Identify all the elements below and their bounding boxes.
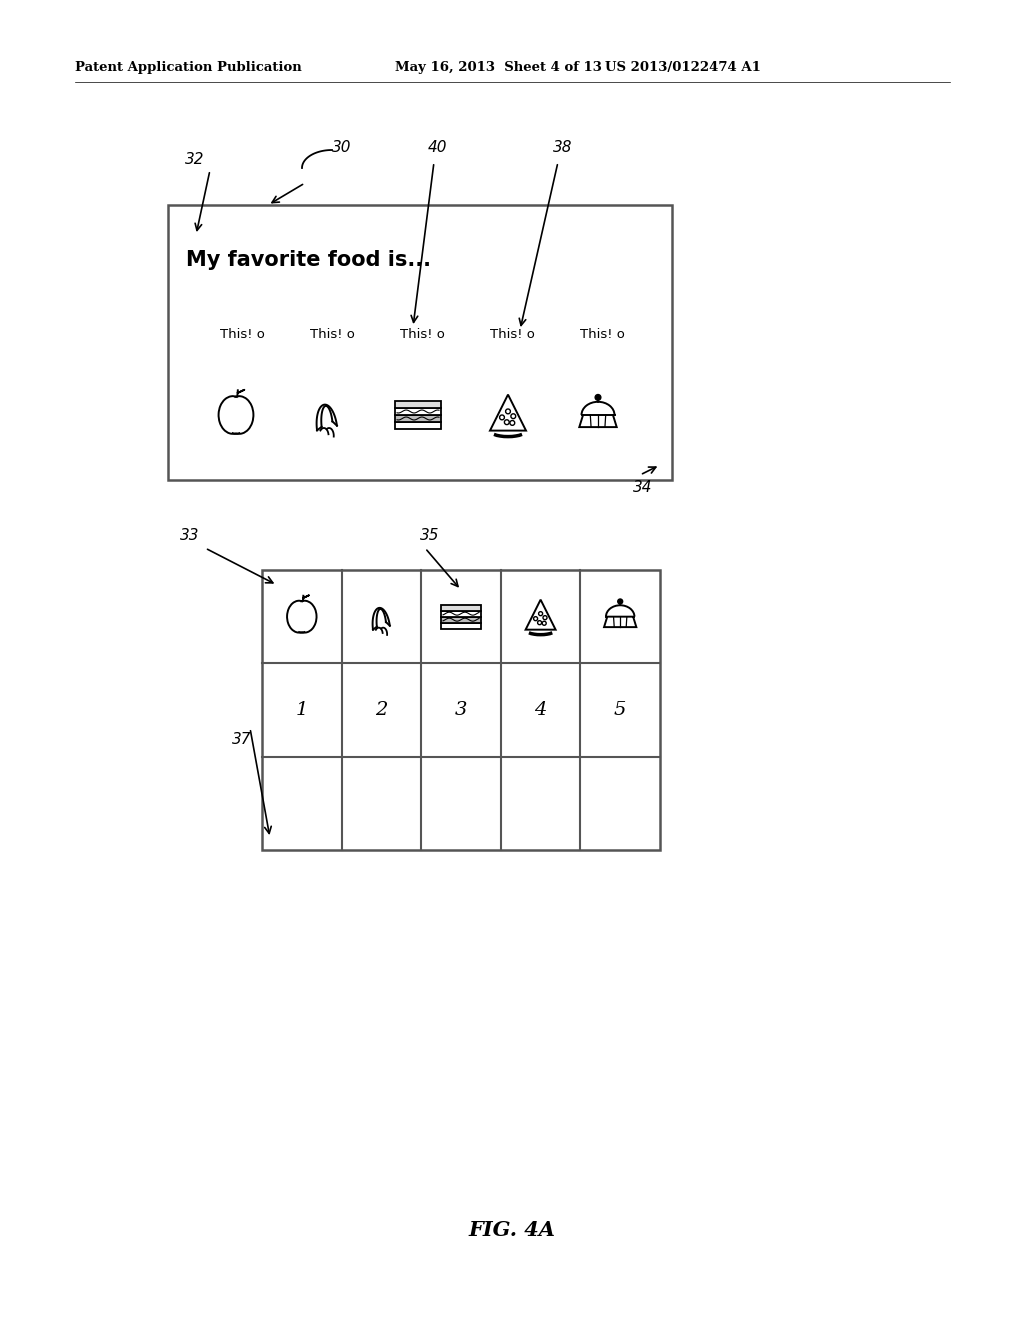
Text: 34: 34 — [633, 480, 652, 495]
FancyBboxPatch shape — [395, 422, 441, 429]
Text: This! o: This! o — [220, 329, 265, 342]
Text: 5: 5 — [614, 701, 627, 719]
Text: US 2013/0122474 A1: US 2013/0122474 A1 — [605, 62, 761, 74]
FancyBboxPatch shape — [441, 616, 481, 623]
Text: My favorite food is...: My favorite food is... — [186, 249, 431, 271]
FancyBboxPatch shape — [168, 205, 672, 480]
Text: 30: 30 — [332, 140, 351, 156]
Text: This! o: This! o — [490, 329, 535, 342]
Text: This! o: This! o — [580, 329, 625, 342]
Text: May 16, 2013  Sheet 4 of 13: May 16, 2013 Sheet 4 of 13 — [395, 62, 602, 74]
Text: 4: 4 — [535, 701, 547, 719]
Text: 37: 37 — [232, 733, 252, 747]
Text: 38: 38 — [553, 140, 572, 156]
FancyBboxPatch shape — [441, 623, 481, 628]
FancyBboxPatch shape — [441, 605, 481, 611]
Text: 33: 33 — [180, 528, 200, 543]
Text: 1: 1 — [296, 701, 308, 719]
Text: 35: 35 — [420, 528, 439, 543]
Circle shape — [617, 599, 623, 605]
FancyBboxPatch shape — [395, 401, 441, 408]
Text: 2: 2 — [375, 701, 388, 719]
Text: Patent Application Publication: Patent Application Publication — [75, 62, 302, 74]
Text: FIG. 4A: FIG. 4A — [469, 1220, 555, 1239]
FancyBboxPatch shape — [395, 408, 441, 414]
Circle shape — [595, 395, 601, 400]
FancyBboxPatch shape — [262, 570, 660, 850]
Text: This! o: This! o — [400, 329, 444, 342]
FancyBboxPatch shape — [441, 611, 481, 616]
Text: 32: 32 — [185, 153, 205, 168]
Text: This! o: This! o — [310, 329, 355, 342]
Text: 3: 3 — [455, 701, 467, 719]
FancyBboxPatch shape — [395, 414, 441, 422]
Text: 40: 40 — [428, 140, 447, 156]
